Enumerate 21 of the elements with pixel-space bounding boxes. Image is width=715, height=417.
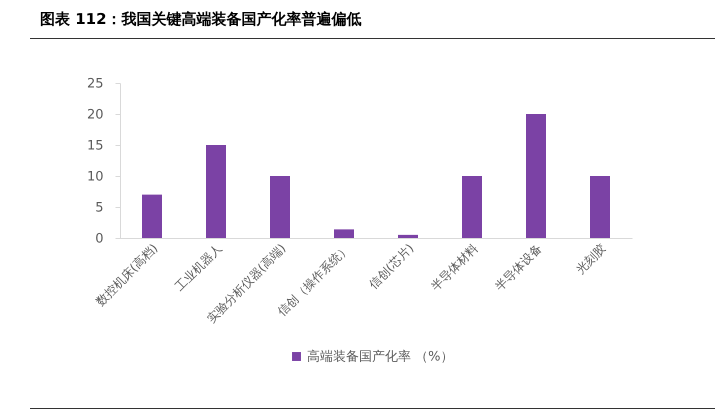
bar xyxy=(270,176,290,238)
y-tick-label: 15 xyxy=(86,138,104,154)
y-tick-label: 25 xyxy=(86,76,104,92)
x-tick-label: 半导体材料 xyxy=(428,241,480,294)
y-tick-label: 0 xyxy=(95,232,104,246)
x-tick-label: 光刻胶 xyxy=(573,241,608,276)
bar xyxy=(590,176,610,238)
x-tick-label: 工业机器人 xyxy=(172,241,224,294)
bar xyxy=(526,114,546,238)
bar xyxy=(398,234,418,238)
bar xyxy=(206,145,226,238)
bar xyxy=(142,194,162,238)
y-tick-label: 5 xyxy=(95,200,104,216)
chart-title: 图表 112：我国关键高端装备国产化率普遍偏低 xyxy=(40,10,362,29)
bar xyxy=(462,176,482,238)
x-tick-label: 半导体设备 xyxy=(492,241,544,294)
bar xyxy=(334,229,354,238)
legend-label: 高端装备国产化率 （%） xyxy=(307,348,454,364)
y-tick-label: 10 xyxy=(86,170,104,184)
y-tick-label: 20 xyxy=(86,108,104,122)
x-tick-label: 信创(芯片) xyxy=(366,241,416,292)
